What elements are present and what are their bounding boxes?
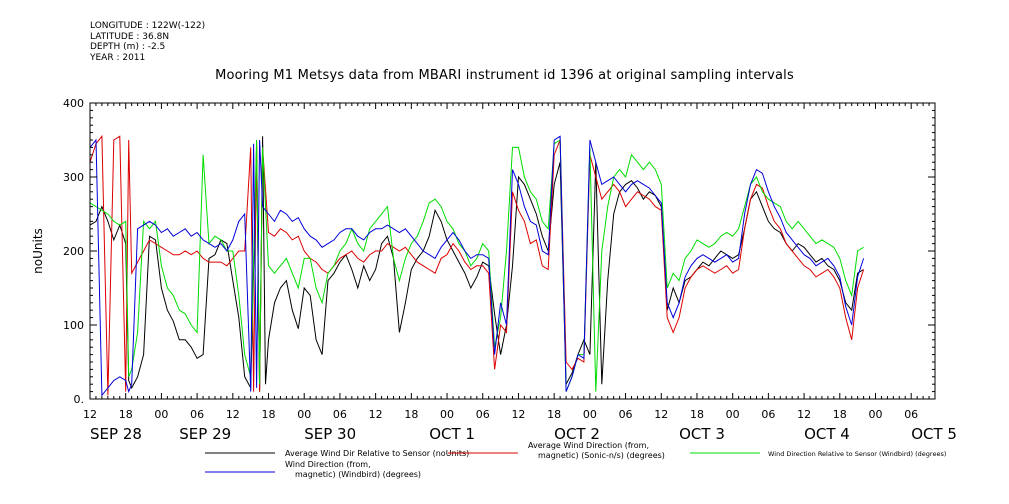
x-tick-label: 12 (511, 408, 525, 421)
legend: Average Wind Dir Relative to Sensor (noU… (205, 441, 946, 479)
x-day-label: SEP 29 (179, 425, 231, 443)
x-tick-label: 06 (333, 408, 347, 421)
x-tick-label: 06 (190, 408, 204, 421)
x-tick-label: 00 (868, 408, 882, 421)
x-tick-label: 06 (619, 408, 633, 421)
x-tick-label: 18 (119, 408, 133, 421)
x-tick-label: 12 (226, 408, 240, 421)
x-day-label: SEP 30 (304, 425, 356, 443)
series-line (89, 135, 865, 397)
x-tick-label: 18 (833, 408, 847, 421)
series-line (89, 134, 865, 396)
y-tick-label: 200 (63, 245, 84, 258)
x-tick-label: 18 (262, 408, 276, 421)
x-tick-label: 00 (440, 408, 454, 421)
x-tick-label: 06 (476, 408, 490, 421)
year-label: YEAR : 2011 (90, 52, 146, 63)
legend-label-line2: magnetic) (Windbird) (degrees) (295, 470, 421, 479)
x-day-label: OCT 3 (679, 425, 725, 443)
x-tick-label: 06 (904, 408, 918, 421)
x-tick-label: 18 (690, 408, 704, 421)
metadata-block: LONGITUDE : 122W(-122) LATITUDE : 36.8N … (90, 21, 205, 63)
x-tick-label: 18 (404, 408, 418, 421)
x-tick-label: 00 (154, 408, 168, 421)
axes-layer: 0. 100 200 300 400 noUnits 12 18 00 06 12 18 00 06 12 1… (31, 97, 957, 443)
x-tick-label: 00 (297, 408, 311, 421)
x-day-label: OCT 4 (804, 425, 850, 443)
legend-label: Wind Direction (from, (285, 460, 371, 469)
x-tick-label: 18 (547, 408, 561, 421)
x-tick-label: 00 (583, 408, 597, 421)
series-line (89, 136, 864, 392)
legend-label: Wind Direction Relative to Sensor (Windb… (768, 450, 946, 458)
y-tick-label: 0. (74, 393, 85, 406)
y-tick-label: 400 (63, 97, 84, 110)
x-tick-label: 12 (654, 408, 668, 421)
legend-label: Average Wind Dir Relative to Sensor (noU… (285, 449, 469, 458)
latitude-label: LATITUDE : 36.8N (90, 31, 170, 42)
x-day-label: OCT 2 (554, 425, 600, 443)
longitude-label: LONGITUDE : 122W(-122) (90, 21, 206, 31)
x-day-label: SEP 28 (90, 425, 142, 443)
x-tick-label: 12 (369, 408, 383, 421)
x-day-label: OCT 1 (429, 425, 475, 443)
x-tick-label: 00 (726, 408, 740, 421)
y-tick-label: 100 (63, 319, 84, 332)
series-layer (89, 134, 865, 397)
chart-title: Mooring M1 Metsys data from MBARI instru… (215, 68, 794, 83)
x-day-label: OCT 5 (911, 425, 957, 443)
x-tick-label: 06 (761, 408, 775, 421)
series-line (89, 139, 864, 392)
legend-label-line2: magnetic) (Sonic-n/s) (degrees) (538, 451, 665, 460)
y-tick-label: 300 (63, 171, 84, 184)
y-axis-label: noUnits (31, 228, 45, 274)
legend-label: Average Wind Direction (from, (528, 441, 649, 450)
x-tick-label: 12 (83, 408, 97, 421)
x-tick-label: 12 (797, 408, 811, 421)
depth-label: DEPTH (m) : -2.5 (90, 42, 166, 52)
